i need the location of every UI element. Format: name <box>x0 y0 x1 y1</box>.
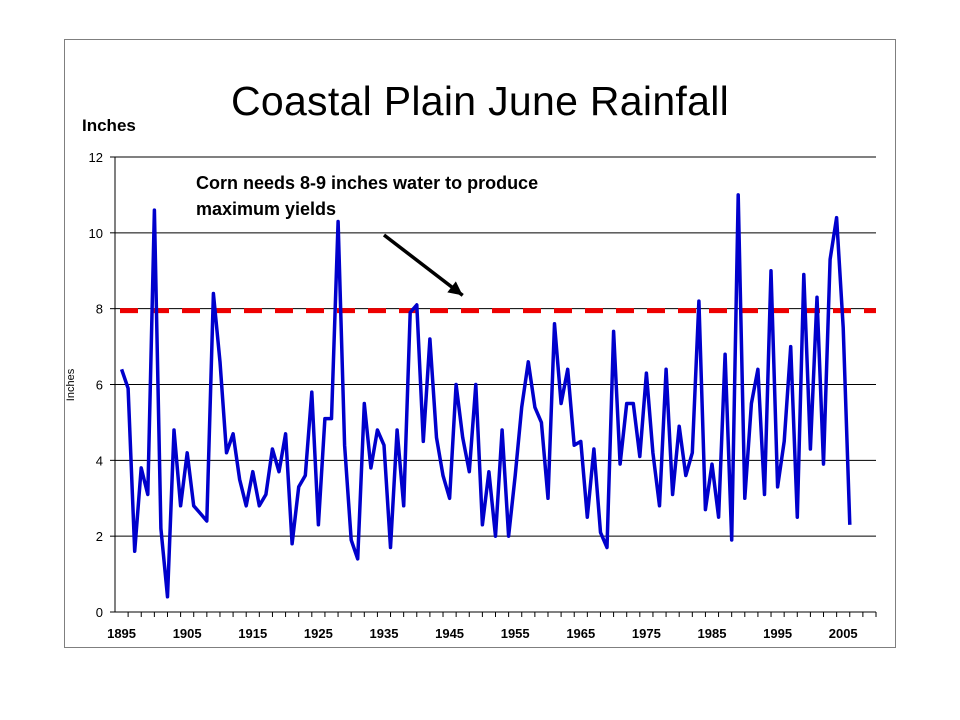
y-tick-label: 2 <box>96 529 103 544</box>
axes: 0 2 4 6 8 10 12 1895 1905 1915 1925 1935 1945 1955 196… <box>89 150 877 641</box>
annotation-text-line: maximum yields <box>196 199 336 219</box>
y-tick-label: 8 <box>96 302 103 317</box>
annotation-arrow-shaft <box>382 233 464 297</box>
x-tick-label: 1965 <box>566 626 595 641</box>
chart-title: Coastal Plain June Rainfall <box>230 78 730 124</box>
y-axis-label: Inches <box>65 368 77 401</box>
y-tick-label: 12 <box>89 150 103 165</box>
y-tick-label: 4 <box>96 453 103 468</box>
y-tick-label: 0 <box>96 605 103 620</box>
y-tick-label: 6 <box>96 378 103 393</box>
series-line-0 <box>119 193 852 599</box>
x-tick-label: 2005 <box>829 626 858 641</box>
y-axis-label-top: Inches <box>82 116 136 135</box>
x-tick-label: 1945 <box>435 626 464 641</box>
x-tick-label: 1985 <box>698 626 727 641</box>
x-tick-label: 1925 <box>304 626 333 641</box>
annotation-group: Corn needs 8-9 inches water to produce ma… <box>196 173 538 297</box>
chart-frame <box>64 39 896 648</box>
annotation-arrow-head <box>447 281 463 296</box>
annotation-text-line: Corn needs 8-9 inches water to produce <box>196 173 538 193</box>
x-tick-label: 1995 <box>763 626 792 641</box>
x-tick-label: 1915 <box>238 626 267 641</box>
x-tick-label: 1935 <box>370 626 399 641</box>
x-tick-label: 1955 <box>501 626 530 641</box>
y-tick-label: 10 <box>89 226 103 241</box>
x-tick-label: 1905 <box>173 626 202 641</box>
x-tick-label: 1975 <box>632 626 661 641</box>
x-tick-label: 1895 <box>107 626 136 641</box>
series-group <box>119 193 852 599</box>
